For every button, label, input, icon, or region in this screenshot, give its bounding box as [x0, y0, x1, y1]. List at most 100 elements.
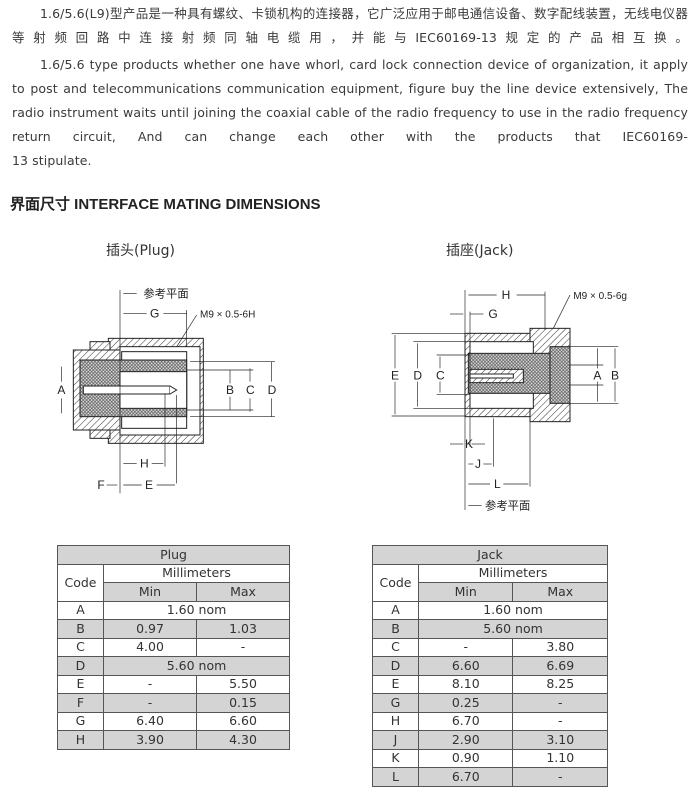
plug-label-A: A	[57, 383, 65, 397]
row-max: -	[512, 767, 608, 787]
unit-header: Millimeters	[103, 563, 290, 583]
table-row: H 6.70-	[372, 711, 608, 731]
row-max: 0.15	[195, 693, 291, 713]
plug-ref-plane-label: 参考平面	[143, 286, 188, 300]
row-min: 0.90	[417, 748, 514, 768]
plug-label-G: G	[150, 306, 159, 320]
table-row: B 0.97 1.03	[57, 619, 291, 639]
row-code: C	[372, 637, 419, 657]
row-max: -	[512, 711, 608, 731]
row-code: E	[372, 674, 419, 694]
section-heading: 界面尺寸 INTERFACE MATING DIMENSIONS	[10, 196, 321, 213]
row-code: J	[372, 730, 419, 750]
jack-label-H: H	[502, 288, 511, 302]
jack-label-D: D	[413, 368, 422, 382]
table-title: Plug	[57, 545, 290, 565]
table-row: G 6.40 6.60	[57, 711, 291, 731]
row-nominal: 1.60 nom	[103, 600, 290, 620]
table-row: K 0.90 1.10	[372, 748, 608, 768]
jack-ref-plane-label: 参考平面	[485, 499, 530, 513]
row-code: D	[57, 656, 104, 676]
plug-label-E: E	[145, 478, 153, 492]
jack-label-G: G	[488, 307, 497, 321]
row-min: -	[417, 637, 514, 657]
row-code: B	[372, 619, 419, 639]
max-header: Max	[512, 582, 608, 602]
row-min: 3.90	[103, 730, 197, 750]
table-row: D 6.60 6.69	[372, 656, 608, 676]
min-header: Min	[103, 582, 197, 602]
jack-label-A: A	[593, 368, 601, 382]
row-code: A	[57, 600, 104, 620]
table-row: G 0.25-	[372, 693, 608, 713]
jack-label-E: E	[391, 368, 399, 382]
row-max: 1.10	[512, 748, 608, 768]
jack-label-J: J	[475, 457, 481, 471]
jack-label-K: K	[465, 437, 473, 451]
row-max: 6.69	[512, 656, 608, 676]
row-code: B	[57, 619, 104, 639]
code-header: Code	[57, 563, 104, 602]
table-row: A 1.60 nom	[57, 600, 290, 620]
table-row: J 2.90 3.10	[372, 730, 608, 750]
plug-label-H: H	[140, 456, 149, 470]
plug-label-B: B	[226, 383, 234, 397]
row-min: 2.90	[417, 730, 514, 750]
table-row: E -5.50	[57, 674, 291, 694]
table-row: D 5.60 nom	[57, 656, 290, 676]
row-code: L	[372, 767, 419, 787]
max-header: Max	[195, 582, 291, 602]
min-header: Min	[417, 582, 514, 602]
row-code: F	[57, 693, 104, 713]
row-max: 3.10	[512, 730, 608, 750]
row-max: 5.50	[195, 674, 291, 694]
table-row: C 4.00-	[57, 637, 291, 657]
table-row: B 5.60 nom	[372, 619, 608, 639]
jack-diagram: H M9 × 0.5-6g G E D C A B K J L 参考平面	[391, 288, 627, 513]
row-min: 6.60	[417, 656, 514, 676]
row-max: -	[512, 693, 608, 713]
table-row: L 6.70-	[372, 767, 608, 787]
row-max: 4.30	[195, 730, 291, 750]
row-code: G	[57, 711, 104, 731]
row-code: A	[372, 600, 419, 620]
plug-label-C: C	[246, 383, 255, 397]
row-max: 1.03	[195, 619, 291, 639]
table-row: C -3.80	[372, 637, 608, 657]
row-min: 8.10	[417, 674, 514, 694]
intro-english-tail: 13 stipulate.	[12, 153, 92, 168]
plug-label-F: F	[97, 478, 104, 492]
row-min: 6.70	[417, 767, 514, 787]
row-max: 3.80	[512, 637, 608, 657]
row-max: 6.60	[195, 711, 291, 731]
row-min: -	[103, 674, 197, 694]
table-row: H 3.90 4.30	[57, 730, 291, 750]
row-max: 8.25	[512, 674, 608, 694]
row-nominal: 5.60 nom	[418, 619, 608, 639]
code-header: Code	[372, 563, 419, 602]
row-nominal: 1.60 nom	[418, 600, 608, 620]
table-title: Jack	[372, 545, 608, 565]
row-code: H	[57, 730, 104, 750]
row-min: 4.00	[103, 637, 197, 657]
plug-diagram-title: 插头(Plug)	[106, 243, 176, 259]
intro-english: 1.6/5.6 type products whether one have w…	[12, 57, 688, 144]
jack-dimensions-table: Jack Code Millimeters Min Max A 1.60 nom B 5.60 …	[372, 545, 608, 787]
plug-label-D: D	[268, 383, 277, 397]
plug-thread-label: M9 × 0.5-6H	[200, 309, 255, 320]
jack-thread-label: M9 × 0.5-6g	[573, 291, 627, 302]
row-min: -	[103, 693, 197, 713]
plug-diagram: 参考平面 G M9 × 0.5-6H A B C D H F E	[57, 286, 277, 494]
jack-label-C: C	[436, 368, 445, 382]
row-code: K	[372, 748, 419, 768]
plug-dimensions-table: Plug Code Millimeters Min Max A 1.60 nom B 0.97 1…	[57, 545, 291, 750]
plug-center-pin	[82, 385, 171, 395]
table-row: F -0.15	[57, 693, 291, 713]
row-code: H	[372, 711, 419, 731]
row-max: -	[195, 637, 291, 657]
row-min: 0.25	[417, 693, 514, 713]
table-row: A 1.60 nom	[372, 600, 608, 620]
row-code: G	[372, 693, 419, 713]
row-code: C	[57, 637, 104, 657]
intro-chinese: 1.6/5.6(L9)型产品是一种具有螺纹、卡锁机构的连接器，它广泛应用于邮电通…	[12, 6, 688, 45]
